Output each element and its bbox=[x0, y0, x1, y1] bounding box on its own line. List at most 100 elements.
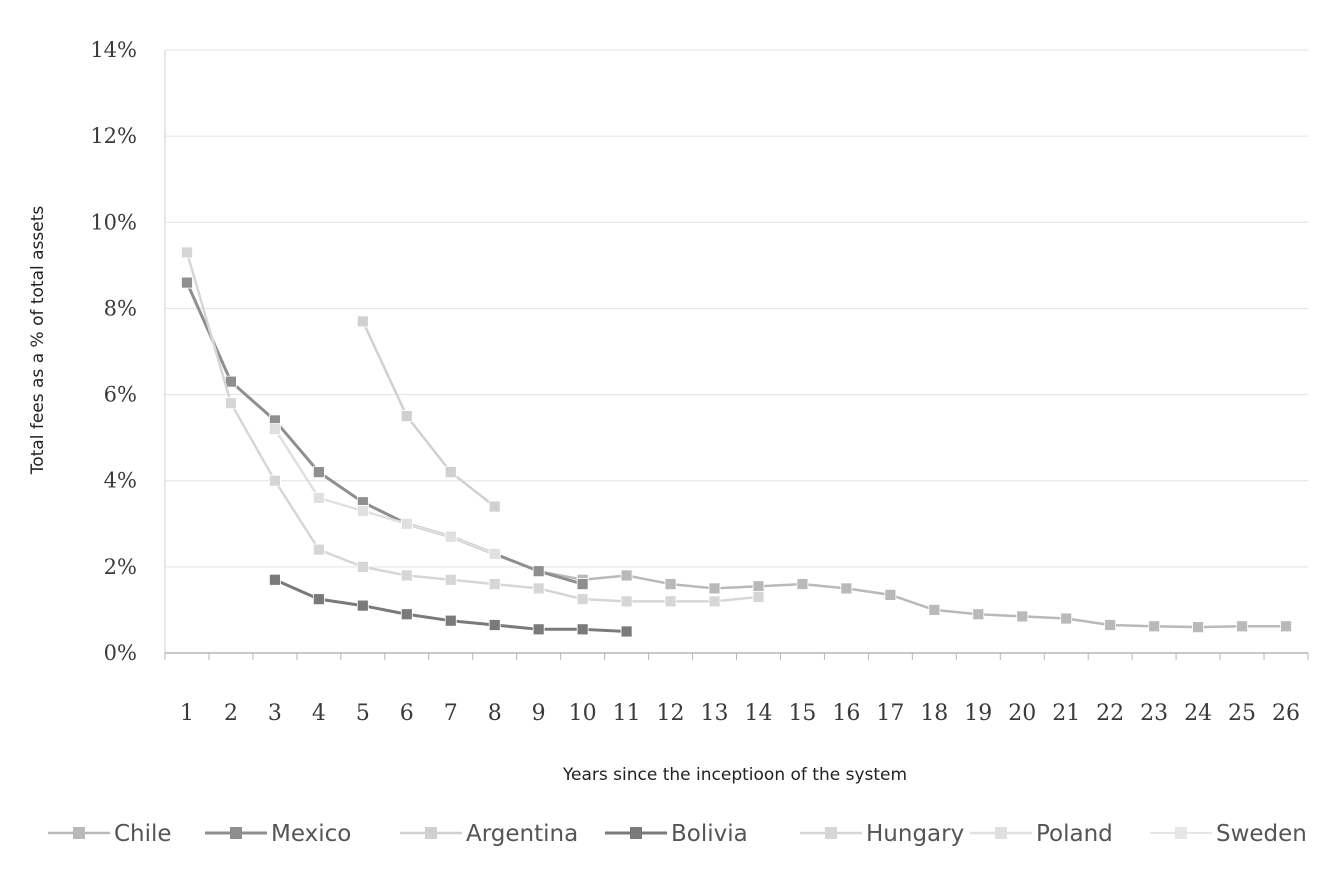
x-tick-label: 6 bbox=[400, 701, 414, 726]
data-point-hungary bbox=[225, 397, 237, 410]
data-point-bolivia bbox=[620, 625, 633, 638]
data-point-hungary bbox=[181, 246, 193, 259]
x-tick-label: 23 bbox=[1140, 701, 1168, 726]
legend-swatch-marker bbox=[425, 827, 437, 839]
data-point-chile bbox=[972, 608, 985, 621]
x-tick-label: 2 bbox=[224, 701, 238, 726]
y-tick-label: 6% bbox=[104, 383, 137, 407]
data-point-poland bbox=[400, 517, 413, 530]
data-point-hungary bbox=[269, 474, 281, 487]
data-point-chile bbox=[1016, 610, 1029, 623]
series-hungary bbox=[181, 246, 765, 608]
x-tick-label: 15 bbox=[788, 701, 816, 726]
legend-item-hungary: Hungary bbox=[800, 821, 964, 847]
legend-label: Argentina bbox=[466, 821, 578, 847]
x-tick-label: 24 bbox=[1184, 701, 1212, 726]
series-line-poland bbox=[273, 428, 496, 556]
legend-label: Sweden bbox=[1216, 821, 1307, 847]
x-tick-label: 26 bbox=[1272, 701, 1300, 726]
x-tick-label: 5 bbox=[356, 701, 370, 726]
legend-item-poland: Poland bbox=[970, 821, 1113, 847]
legend-swatch-marker bbox=[825, 827, 837, 839]
data-point-bolivia bbox=[444, 614, 457, 627]
data-point-hungary bbox=[620, 595, 633, 608]
legend-label: Bolivia bbox=[671, 821, 748, 847]
legend-label: Poland bbox=[1036, 821, 1113, 847]
x-tick-label: 12 bbox=[657, 701, 685, 726]
data-point-chile bbox=[1280, 620, 1292, 633]
data-point-hungary bbox=[400, 569, 413, 582]
x-tick-label: 14 bbox=[744, 701, 772, 726]
y-tick-label: 4% bbox=[104, 469, 137, 493]
data-point-chile bbox=[1060, 612, 1073, 625]
series-line-chile bbox=[538, 569, 1287, 629]
data-point-chile bbox=[884, 588, 897, 601]
data-point-chile bbox=[664, 578, 677, 590]
legend: Chile Mexico Argentina Bolivia Hungary Poland… bbox=[48, 821, 1307, 847]
series-mexico bbox=[181, 276, 589, 590]
data-point-hungary bbox=[752, 591, 765, 603]
data-point-argentina bbox=[488, 500, 501, 513]
data-point-chile bbox=[796, 578, 809, 590]
y-tick-label: 8% bbox=[104, 296, 137, 320]
legend-swatch-marker bbox=[73, 827, 85, 839]
x-tick-label: 17 bbox=[876, 701, 904, 726]
legend-swatch-marker bbox=[1175, 827, 1187, 839]
data-point-mexico bbox=[225, 375, 237, 388]
legend-item-argentina: Argentina bbox=[400, 821, 578, 847]
x-tick-label: 11 bbox=[613, 701, 641, 726]
data-point-chile bbox=[1104, 619, 1117, 631]
legend-item-chile: Chile bbox=[48, 821, 172, 847]
data-point-poland bbox=[488, 548, 501, 560]
data-point-hungary bbox=[664, 595, 677, 608]
x-tick-label: 8 bbox=[488, 701, 502, 726]
y-tick-label: 2% bbox=[104, 555, 137, 579]
data-point-hungary bbox=[532, 582, 545, 595]
data-point-argentina bbox=[356, 315, 369, 328]
legend-swatch-marker bbox=[230, 827, 242, 839]
series-line-hungary bbox=[185, 252, 759, 603]
x-tick-label: 21 bbox=[1052, 701, 1080, 726]
data-point-poland bbox=[312, 492, 325, 504]
data-point-mexico bbox=[576, 578, 589, 590]
x-tick-label: 16 bbox=[832, 701, 860, 726]
legend-label: Hungary bbox=[866, 821, 964, 847]
series-line-argentina bbox=[361, 320, 496, 508]
x-tick-label: 13 bbox=[701, 701, 729, 726]
x-tick-label: 1 bbox=[180, 701, 194, 726]
x-tick-label: 18 bbox=[920, 701, 948, 726]
data-point-poland bbox=[444, 530, 457, 543]
y-axis-ticks: 0% 2% 4% 6% 8% 10% 12% 14% bbox=[90, 38, 137, 665]
data-point-chile bbox=[928, 604, 941, 616]
data-point-chile bbox=[1236, 620, 1248, 633]
data-point-hungary bbox=[312, 543, 325, 556]
data-point-poland bbox=[269, 423, 281, 435]
series-bolivia bbox=[269, 573, 633, 638]
y-axis-title: Total fees as a % of total assets bbox=[28, 206, 48, 476]
data-point-bolivia bbox=[269, 573, 281, 586]
y-tick-label: 14% bbox=[90, 38, 137, 62]
x-tick-label: 3 bbox=[268, 701, 282, 726]
data-point-chile bbox=[620, 569, 633, 582]
legend-item-bolivia: Bolivia bbox=[605, 821, 748, 847]
data-point-chile bbox=[708, 582, 721, 595]
x-axis-ticks: 1 2 3 4 5 6 7 8 9 10 11 12 13 14 15 16 17 18 19 20 21 22 23 24 2… bbox=[164, 653, 1309, 726]
x-tick-label: 25 bbox=[1228, 701, 1256, 726]
series-chile bbox=[532, 565, 1292, 634]
y-tick-label: 0% bbox=[104, 641, 137, 665]
x-tick-label: 20 bbox=[1008, 701, 1036, 726]
x-tick-label: 10 bbox=[569, 701, 597, 726]
data-point-hungary bbox=[576, 593, 589, 606]
data-point-bolivia bbox=[532, 623, 545, 636]
x-tick-label: 22 bbox=[1096, 701, 1124, 726]
data-point-chile bbox=[1148, 620, 1161, 633]
data-point-argentina bbox=[444, 466, 457, 479]
legend-swatch-marker bbox=[995, 827, 1007, 839]
data-point-mexico bbox=[532, 565, 545, 578]
x-tick-label: 4 bbox=[312, 701, 326, 726]
legend-label: Mexico bbox=[271, 821, 351, 847]
x-axis-title: Years since the inceptioon of the system bbox=[562, 765, 907, 785]
data-point-hungary bbox=[356, 560, 369, 573]
data-point-bolivia bbox=[356, 599, 369, 612]
